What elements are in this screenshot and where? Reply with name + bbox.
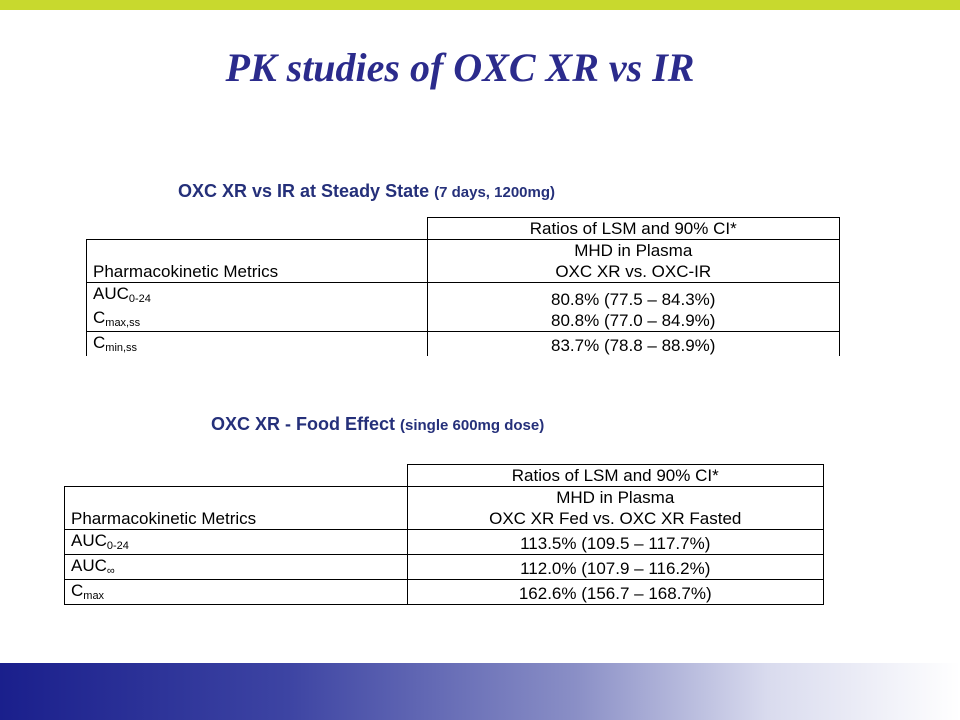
metric-subscript: min,ss bbox=[105, 342, 138, 354]
section2-heading: OXC XR - Food Effect (single 600mg dose) bbox=[211, 414, 544, 435]
section2-heading-main: OXC XR - Food Effect bbox=[211, 414, 395, 434]
table2-header-plasma-line2: OXC XR Fed vs. OXC XR Fasted bbox=[489, 509, 742, 528]
table1-corner-cell bbox=[86, 217, 428, 240]
bottom-gradient-bar bbox=[0, 663, 960, 720]
section1-heading-main: OXC XR vs IR at Steady State bbox=[178, 181, 430, 201]
metric-label: AUC bbox=[71, 531, 107, 550]
table2-header-plasma-line1: MHD in Plasma bbox=[556, 488, 675, 507]
metric-value: 162.6% (156.7 – 168.7%) bbox=[406, 579, 824, 605]
table2-metric-cell: AUC0-24 bbox=[64, 529, 408, 555]
metric-value: 80.8% (77.0 – 84.9%) bbox=[551, 311, 716, 330]
metric-subscript: max,ss bbox=[105, 317, 141, 329]
metric-label: C bbox=[93, 333, 106, 352]
table1-header-metrics: Pharmacokinetic Metrics bbox=[86, 239, 428, 283]
metric-value: 112.0% (107.9 – 116.2%) bbox=[406, 554, 824, 580]
table2-metric-cell: AUC∞ bbox=[64, 554, 408, 580]
table-row: AUC0-24 113.5% (109.5 – 117.7%) bbox=[64, 529, 824, 555]
metric-label: AUC bbox=[71, 556, 107, 575]
metric-subscript: 0-24 bbox=[128, 293, 151, 305]
table1-value-cell: 80.8% (77.5 – 84.3%) 80.8% (77.0 – 84.9%… bbox=[426, 282, 840, 332]
section1-heading: OXC XR vs IR at Steady State (7 days, 12… bbox=[178, 181, 555, 202]
metric-subscript: ∞ bbox=[106, 565, 115, 577]
table1-header-plasma: MHD in Plasma OXC XR vs. OXC-IR bbox=[426, 239, 840, 283]
metric-value: 113.5% (109.5 – 117.7%) bbox=[406, 529, 824, 555]
metric-subscript: max bbox=[83, 590, 105, 602]
top-accent-bar bbox=[0, 0, 960, 10]
table2-header-plasma: MHD in Plasma OXC XR Fed vs. OXC XR Fast… bbox=[406, 486, 824, 530]
food-effect-table: Ratios of LSM and 90% CI* Pharmacokineti… bbox=[64, 464, 824, 605]
metric-value: 80.8% (77.5 – 84.3%) bbox=[551, 290, 716, 309]
table-row: AUC∞ 112.0% (107.9 – 116.2%) bbox=[64, 554, 824, 580]
table2-metric-cell: Cmax bbox=[64, 579, 408, 605]
table-row: Cmin,ss 83.7% (78.8 – 88.9%) bbox=[86, 331, 840, 356]
metric-label: C bbox=[71, 581, 84, 600]
slide-title: PK studies of OXC XR vs IR bbox=[225, 45, 695, 90]
metric-label: C bbox=[93, 308, 106, 327]
table2-header-metrics: Pharmacokinetic Metrics bbox=[64, 486, 408, 530]
metric-subscript: 0-24 bbox=[106, 540, 129, 552]
section1-heading-detail: (7 days, 1200mg) bbox=[434, 184, 556, 201]
table2-corner-cell bbox=[64, 464, 408, 487]
table-row: AUC0-24 Cmax,ss 80.8% (77.5 – 84.3%) 80.… bbox=[86, 282, 840, 332]
metric-value: 83.7% (78.8 – 88.9%) bbox=[426, 331, 840, 356]
table1-metric-cell: Cmin,ss bbox=[86, 331, 428, 356]
table1-header-plasma-line1: MHD in Plasma bbox=[574, 241, 693, 260]
section2-heading-detail: (single 600mg dose) bbox=[400, 417, 545, 434]
metric-label: AUC bbox=[93, 284, 129, 303]
table1-header-plasma-line2: OXC XR vs. OXC-IR bbox=[555, 262, 712, 281]
table1-header-ratios: Ratios of LSM and 90% CI* bbox=[426, 217, 840, 240]
table-row: Cmax 162.6% (156.7 – 168.7%) bbox=[64, 579, 824, 605]
table1-metric-cell: AUC0-24 Cmax,ss bbox=[86, 282, 428, 332]
table2-header-ratios: Ratios of LSM and 90% CI* bbox=[406, 464, 824, 487]
steady-state-table: Ratios of LSM and 90% CI* Pharmacokineti… bbox=[86, 217, 840, 356]
